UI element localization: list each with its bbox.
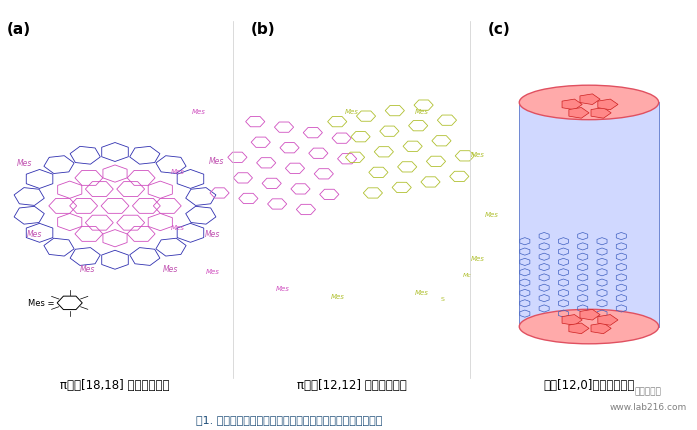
Text: Mes =: Mes = bbox=[28, 299, 54, 307]
Text: Mes: Mes bbox=[206, 268, 220, 274]
Text: π延伸[18,18] 碳纳米管片段: π延伸[18,18] 碳纳米管片段 bbox=[60, 378, 170, 391]
Polygon shape bbox=[598, 315, 618, 326]
Text: (c): (c) bbox=[488, 22, 511, 37]
Polygon shape bbox=[562, 100, 582, 111]
Text: Mes: Mes bbox=[470, 255, 484, 261]
Polygon shape bbox=[598, 100, 618, 111]
Text: 中实仪信网: 中实仪信网 bbox=[635, 387, 661, 396]
Polygon shape bbox=[562, 315, 582, 326]
Text: Mes: Mes bbox=[208, 157, 224, 166]
Text: Mc: Mc bbox=[463, 273, 471, 278]
Text: Mes: Mes bbox=[171, 225, 185, 231]
Text: 封端[12,0]碳纳米管片段: 封端[12,0]碳纳米管片段 bbox=[543, 378, 635, 391]
Text: Mes: Mes bbox=[17, 159, 32, 168]
Text: (b): (b) bbox=[251, 22, 275, 37]
Text: Mes: Mes bbox=[192, 109, 206, 115]
Polygon shape bbox=[569, 108, 589, 119]
Text: Mes: Mes bbox=[415, 289, 429, 295]
Polygon shape bbox=[580, 310, 600, 320]
Text: Mes: Mes bbox=[345, 109, 359, 115]
Text: S: S bbox=[441, 296, 445, 301]
Text: Mes: Mes bbox=[79, 264, 95, 273]
Text: Mes: Mes bbox=[171, 169, 185, 175]
Text: Mes: Mes bbox=[275, 285, 289, 291]
Text: Mes: Mes bbox=[331, 294, 345, 300]
Ellipse shape bbox=[519, 86, 659, 120]
Polygon shape bbox=[591, 108, 611, 119]
Text: Mes: Mes bbox=[415, 109, 429, 115]
Polygon shape bbox=[591, 323, 611, 334]
Text: (a): (a) bbox=[7, 22, 31, 37]
Text: www.lab216.com: www.lab216.com bbox=[610, 402, 687, 411]
Polygon shape bbox=[580, 95, 600, 105]
Text: π延伸[12,12] 碳纳米管片段: π延伸[12,12] 碳纳米管片段 bbox=[297, 378, 407, 391]
Ellipse shape bbox=[519, 310, 659, 344]
Text: Mes: Mes bbox=[470, 152, 484, 158]
FancyBboxPatch shape bbox=[519, 103, 659, 327]
Polygon shape bbox=[569, 323, 589, 334]
Text: Mes: Mes bbox=[484, 212, 498, 218]
Text: Mes: Mes bbox=[27, 230, 43, 239]
Text: Mes: Mes bbox=[163, 264, 178, 273]
Text: Mes: Mes bbox=[205, 230, 220, 239]
Text: 图1. 杜平武教授课题组报道的多种大共轭碳纳米管片段的结构: 图1. 杜平武教授课题组报道的多种大共轭碳纳米管片段的结构 bbox=[196, 414, 383, 424]
